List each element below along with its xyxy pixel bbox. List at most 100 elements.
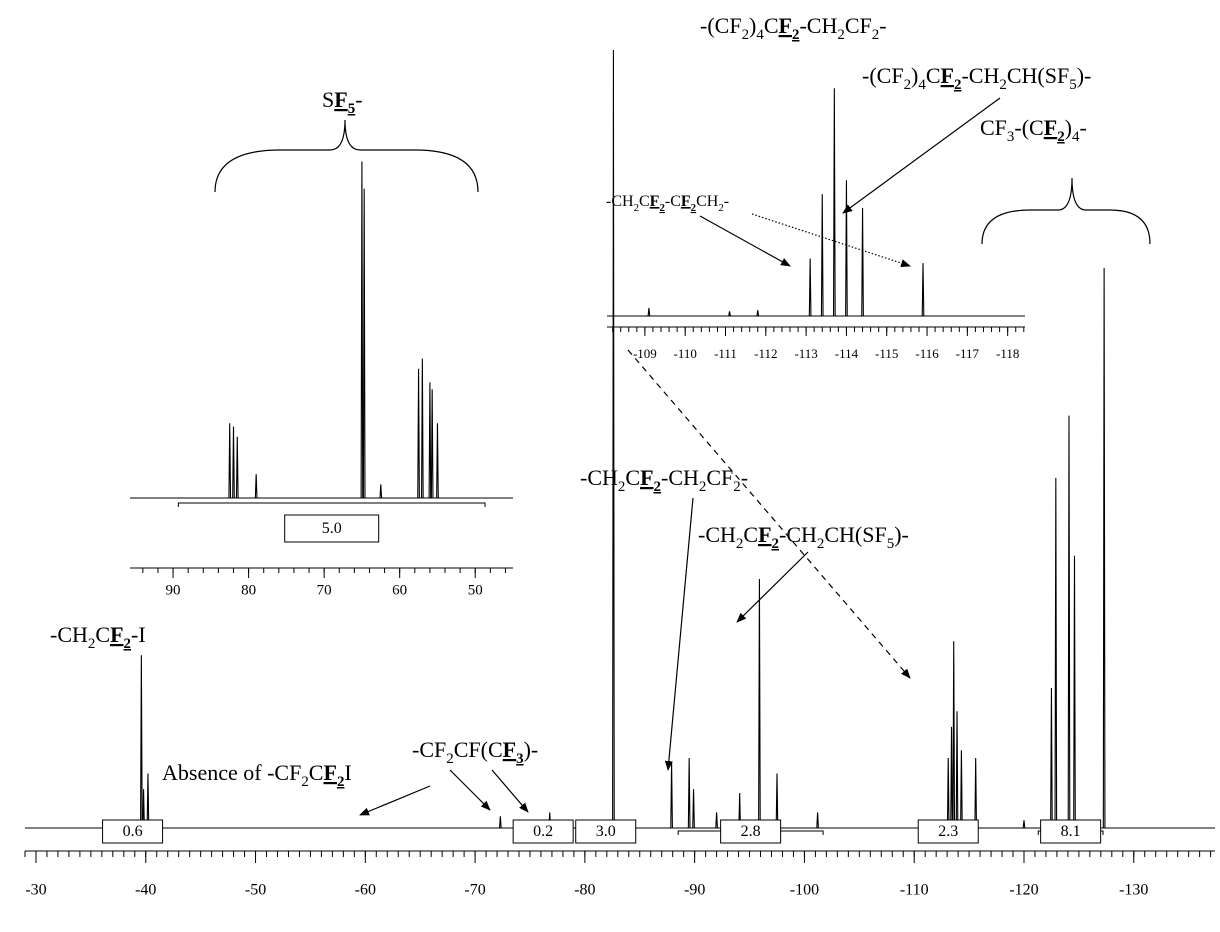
x-tick-label: 50 xyxy=(468,582,483,598)
annotation: -CH2CF2-CH2CF2- xyxy=(580,465,748,495)
annotation-part: 2 xyxy=(817,536,824,552)
x-tick-label: 80 xyxy=(241,582,256,598)
x-tick-label: -60 xyxy=(355,882,376,899)
peak xyxy=(254,474,258,499)
peak xyxy=(955,711,959,829)
x-tick-label: -100 xyxy=(790,882,819,899)
integral-label: 0.2 xyxy=(533,823,553,840)
annotation-part: 5 xyxy=(1069,77,1076,93)
annotation: -CH2CF2-I xyxy=(50,622,146,652)
annotation-part: C xyxy=(625,465,640,490)
peak xyxy=(612,49,615,829)
annotation-part: CF xyxy=(980,115,1007,140)
annotation-part: I xyxy=(344,760,351,785)
peak xyxy=(360,161,364,499)
x-tick-label: 70 xyxy=(317,582,332,598)
annotation-part: 2 xyxy=(792,27,799,43)
annotation-part: 3 xyxy=(1007,129,1014,145)
annotation-part: -CH xyxy=(580,465,618,490)
peak xyxy=(861,207,864,317)
annotation-part: - xyxy=(879,13,886,38)
annotation-part: C xyxy=(926,63,941,88)
integral-box xyxy=(284,514,380,543)
annotation-part: ) xyxy=(911,63,918,88)
arrow xyxy=(664,497,694,771)
annotation: SF5- xyxy=(322,87,363,117)
x-tick-label: -111 xyxy=(714,346,737,361)
annotation-part: -CH xyxy=(961,63,999,88)
peak xyxy=(728,311,731,317)
annotation-part: - xyxy=(355,87,362,112)
arrow xyxy=(449,769,491,811)
annotation-part: C xyxy=(764,13,779,38)
x-tick-label: -113 xyxy=(794,346,817,361)
annotation-part: F xyxy=(323,760,336,785)
x-tick-label: -120 xyxy=(1009,882,1038,899)
arrow xyxy=(736,551,809,623)
annotation-part: 2 xyxy=(691,202,696,214)
x-tick-label: -50 xyxy=(245,882,266,899)
annotation-part: -CH xyxy=(50,622,88,647)
peak xyxy=(430,389,434,499)
annotation-part: - xyxy=(724,193,729,210)
annotation-part: - xyxy=(1079,115,1086,140)
annotation-part: F xyxy=(334,87,347,112)
annotation-part: F xyxy=(941,63,954,88)
peak xyxy=(379,484,383,499)
integral-box xyxy=(102,819,164,844)
integral-box xyxy=(917,819,979,844)
peak xyxy=(775,773,779,829)
integral-label: 2.8 xyxy=(741,823,761,840)
annotation-part: CF xyxy=(845,13,872,38)
annotation-part: 2 xyxy=(837,27,844,43)
x-tick-label: -117 xyxy=(956,346,980,361)
brace xyxy=(214,119,479,193)
annotation-part: 2 xyxy=(618,479,625,495)
annotation-part: 2 xyxy=(999,77,1006,93)
annotation-part: C xyxy=(639,193,650,210)
annotation-part: -CH xyxy=(606,193,634,210)
annotation-part: 2 xyxy=(733,479,740,495)
peak xyxy=(1067,415,1071,829)
peak xyxy=(715,812,718,829)
integral-bracket xyxy=(177,502,486,507)
integral-box xyxy=(1040,819,1102,844)
peak xyxy=(960,750,963,829)
peak xyxy=(974,757,978,829)
annotation: -CH2CF2-CH2CH(SF5)- xyxy=(698,522,909,552)
annotation-part: -(CF xyxy=(700,13,742,38)
annotation-part: Absence of -CF xyxy=(162,760,301,785)
x-tick-label: -116 xyxy=(915,346,939,361)
peak xyxy=(832,88,836,317)
annotation-part: 2 xyxy=(742,27,749,43)
x-tick-label: -114 xyxy=(835,346,859,361)
annotation-part: -CH xyxy=(799,13,837,38)
x-tick-label: 90 xyxy=(166,582,181,598)
integral-box xyxy=(720,819,782,844)
arrow xyxy=(699,215,791,267)
annotation-part: ) xyxy=(1065,115,1072,140)
peak xyxy=(362,188,366,499)
annotation-part: CH(SF xyxy=(1007,63,1069,88)
annotation-part: 2 xyxy=(634,202,639,214)
peak xyxy=(140,655,143,829)
annotation-part: 5 xyxy=(887,536,894,552)
peak xyxy=(417,368,420,499)
arrow xyxy=(627,349,911,679)
x-tick-label: -130 xyxy=(1119,882,1148,899)
annotation-part: F xyxy=(758,522,771,547)
integral-label: 5.0 xyxy=(322,520,342,537)
x-tick-label: -40 xyxy=(135,882,156,899)
annotation-part: CH(SF xyxy=(824,522,886,547)
annotation: Absence of -CF2CF2I xyxy=(162,760,352,790)
peak xyxy=(498,816,502,829)
annotation-part: 5 xyxy=(348,101,355,117)
annotation-part: ) xyxy=(749,13,756,38)
annotation-part: 2 xyxy=(654,479,661,495)
annotation-part: - xyxy=(741,465,748,490)
peak xyxy=(1102,267,1106,829)
annotation-part: F xyxy=(779,13,792,38)
annotation-part: 4 xyxy=(918,77,926,93)
annotation-part: F xyxy=(110,622,123,647)
peak xyxy=(436,423,439,499)
